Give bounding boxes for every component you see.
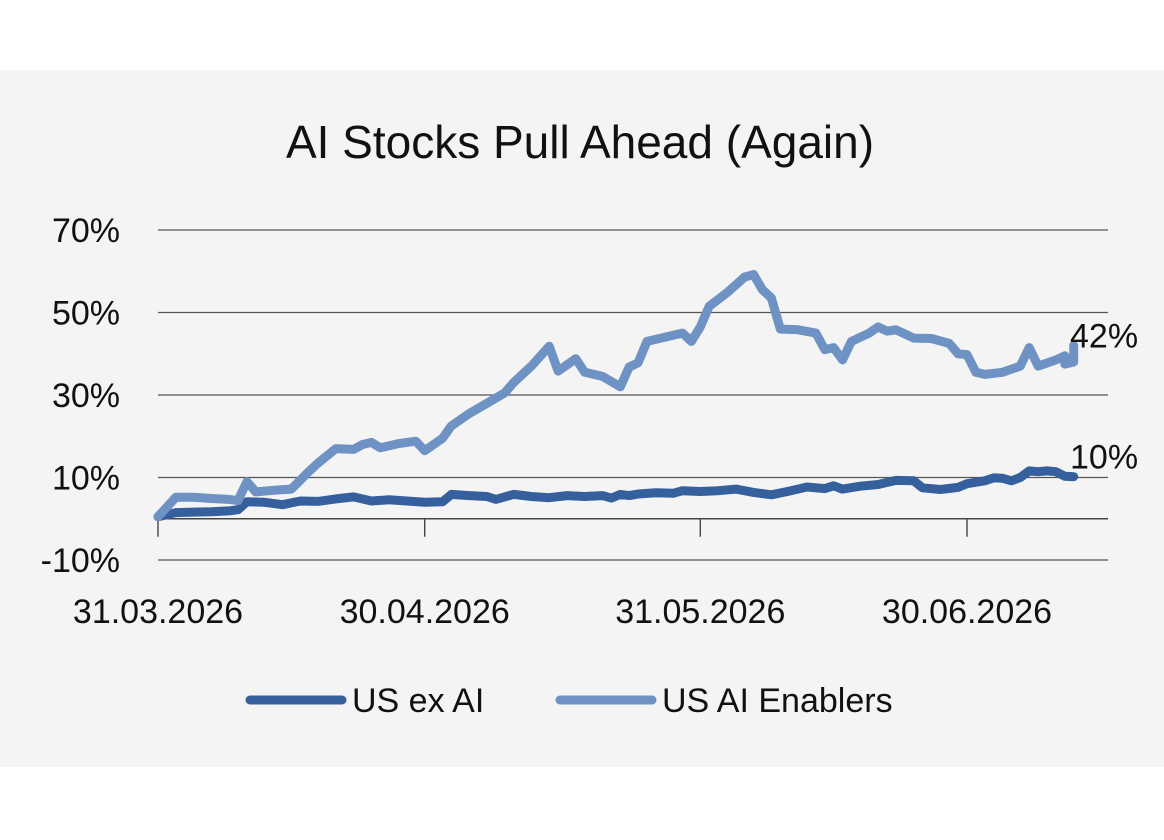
legend-label: US AI Enablers [662, 682, 893, 720]
x-tick-label: 31.05.2026 [615, 593, 785, 631]
x-tick-label: 30.06.2026 [882, 593, 1052, 631]
y-tick-label: 30% [52, 377, 120, 415]
series-line-us-ex-ai [153, 466, 1079, 522]
legend-label: US ex AI [352, 682, 484, 720]
axes: 70% 50% 30% 10% -10% 31.03.2026 30.04.2026 31.0… [41, 212, 1108, 631]
chart-title: AI Stocks Pull Ahead (Again) [286, 116, 874, 168]
y-tick-label: 10% [52, 460, 120, 498]
y-tick-label: 70% [52, 212, 120, 250]
x-tick-label: 30.04.2026 [340, 593, 510, 631]
y-tick-label: -10% [41, 542, 120, 580]
line-chart: AI Stocks Pull Ahead (Again) 70% 50% 30% 10… [41, 116, 1138, 720]
chart-panel: AI Stocks Pull Ahead (Again) 70% 50% 30% 10… [0, 70, 1164, 767]
series-line-us-ai-enablers [153, 270, 1079, 522]
y-tick-label: 50% [52, 295, 120, 333]
series-lines [153, 270, 1079, 522]
end-label-us-ex-ai: 10% [1070, 439, 1138, 477]
end-label-us-ai-enablers: 42% [1070, 318, 1138, 356]
end-labels: 10% 42% [1070, 318, 1138, 477]
gridlines [158, 229, 1108, 561]
x-tick-label: 31.03.2026 [73, 593, 243, 631]
legend: US ex AI US AI Enablers [245, 682, 893, 720]
